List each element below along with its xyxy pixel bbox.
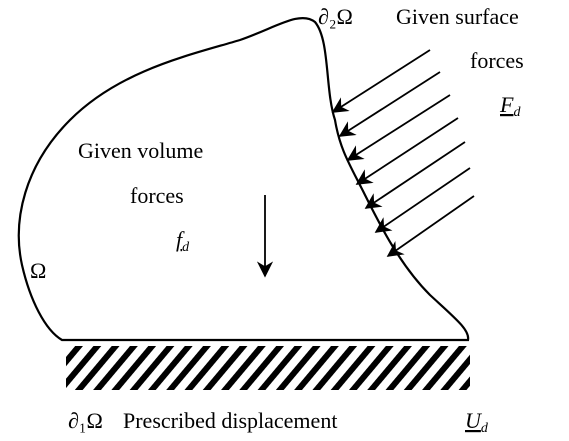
support-title: Prescribed displacement bbox=[123, 408, 337, 433]
symbol-subscript: d bbox=[513, 105, 521, 120]
symbol-subscript: d bbox=[481, 421, 489, 436]
surface-symbol: Fd bbox=[499, 92, 521, 120]
volume-title: Given volume bbox=[78, 138, 203, 163]
ground-hatch bbox=[66, 346, 470, 390]
surface-title: Given surface bbox=[396, 4, 519, 29]
symbol-base: f bbox=[176, 227, 185, 252]
volume-subtitle: forces bbox=[130, 183, 184, 208]
symbol-subscript: d bbox=[182, 240, 190, 255]
symbol-base: U bbox=[465, 408, 483, 433]
domain-label: Ω bbox=[30, 258, 46, 283]
symbol-base: F bbox=[499, 92, 514, 117]
support-boundary-label: ∂₁Ω bbox=[68, 408, 103, 433]
body-outline bbox=[17, 17, 470, 342]
volume-symbol: fd bbox=[176, 227, 190, 255]
surface-boundary-label: ∂₂Ω bbox=[318, 4, 353, 29]
surface-subtitle: forces bbox=[470, 48, 524, 73]
support-symbol: Ud bbox=[465, 408, 489, 436]
surface-force-arrows bbox=[331, 49, 475, 257]
